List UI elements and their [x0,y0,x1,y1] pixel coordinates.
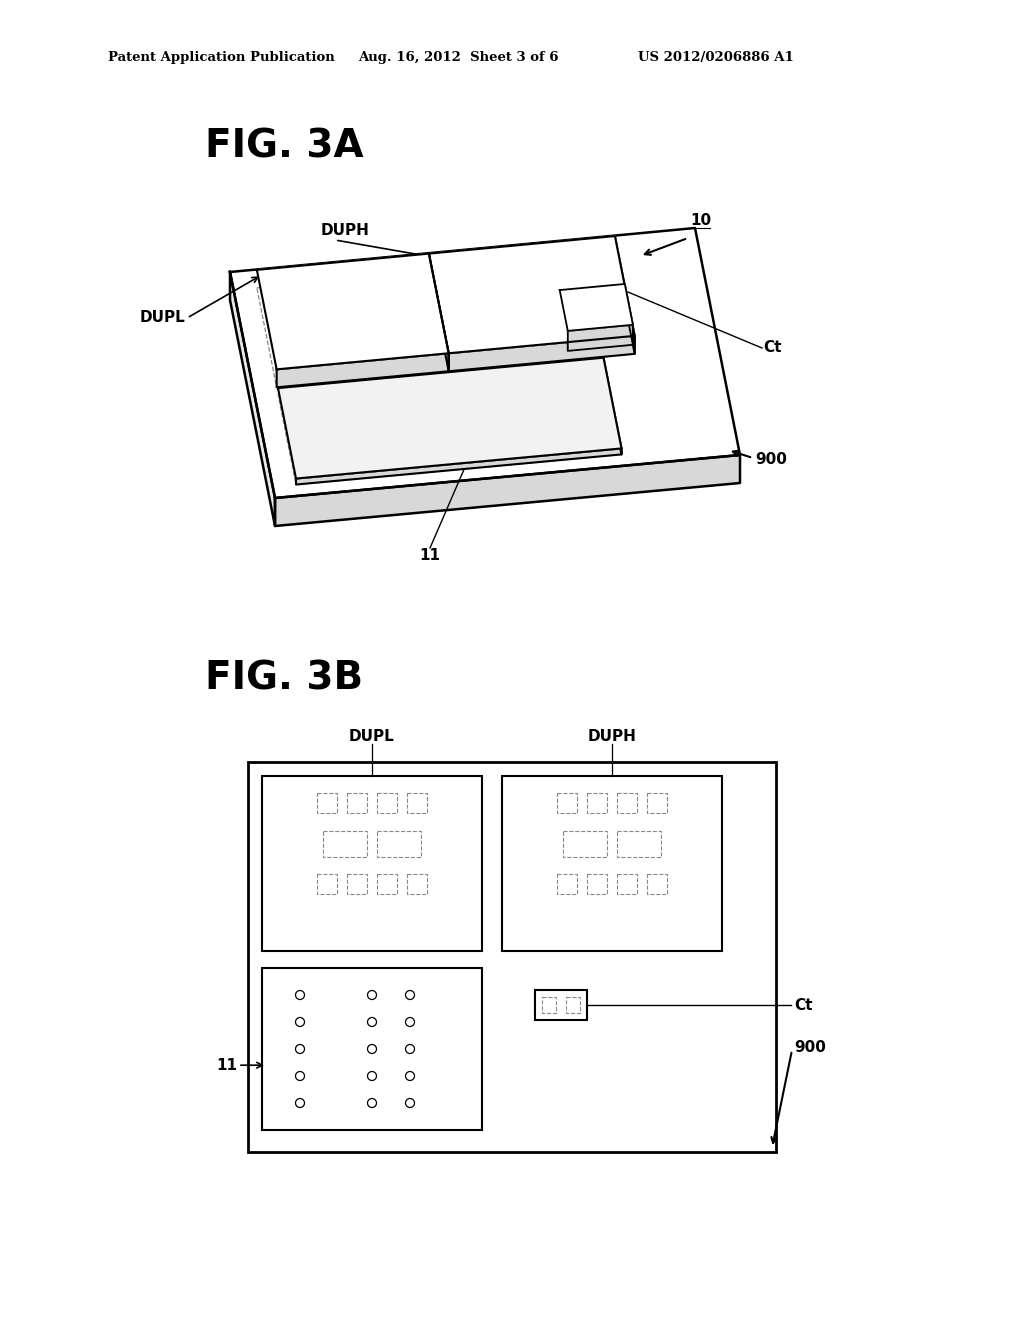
Bar [502,776,722,950]
Polygon shape [275,455,740,525]
Bar [248,762,776,1152]
Bar [347,874,367,894]
Text: Aug. 16, 2012  Sheet 3 of 6: Aug. 16, 2012 Sheet 3 of 6 [358,51,558,65]
Text: FIG. 3A: FIG. 3A [205,128,364,166]
Bar [377,793,397,813]
Text: DUPL: DUPL [349,729,395,744]
Polygon shape [278,358,622,479]
Text: 900: 900 [794,1040,826,1055]
Bar [617,793,637,813]
Polygon shape [296,449,622,484]
Text: 11: 11 [420,548,440,564]
Polygon shape [567,325,633,351]
Polygon shape [449,335,635,371]
Text: Ct: Ct [763,341,781,355]
Bar [535,990,587,1020]
Polygon shape [625,284,633,345]
Text: DUPL: DUPL [139,310,185,326]
Polygon shape [230,272,275,525]
Bar [377,830,421,857]
Bar [587,874,607,894]
Bar [317,874,337,894]
Polygon shape [429,236,635,354]
Polygon shape [230,228,740,498]
Bar [542,997,556,1012]
Bar [407,793,427,813]
Text: 900: 900 [755,453,786,467]
Bar [262,776,482,950]
Bar [617,874,637,894]
Bar [647,793,667,813]
Bar [566,997,580,1012]
Text: FIG. 3B: FIG. 3B [205,660,364,698]
Text: DUPH: DUPH [321,223,370,238]
Polygon shape [560,284,633,331]
Bar [323,830,367,857]
Text: 10: 10 [690,213,711,228]
Bar [617,830,662,857]
Bar [557,793,577,813]
Bar [587,793,607,813]
Bar [647,874,667,894]
Bar [407,874,427,894]
Bar [347,793,367,813]
Bar [262,968,482,1130]
Polygon shape [614,236,635,354]
Bar [563,830,607,857]
Text: 11: 11 [216,1057,237,1073]
Text: DUPH: DUPH [588,729,637,744]
Text: Patent Application Publication: Patent Application Publication [108,51,335,65]
Bar [557,874,577,894]
Polygon shape [603,358,622,454]
Bar [317,793,337,813]
Text: US 2012/0206886 A1: US 2012/0206886 A1 [638,51,794,65]
Polygon shape [257,253,449,370]
Polygon shape [429,253,449,371]
Text: Ct: Ct [794,998,812,1012]
Bar [377,874,397,894]
Polygon shape [276,354,449,387]
